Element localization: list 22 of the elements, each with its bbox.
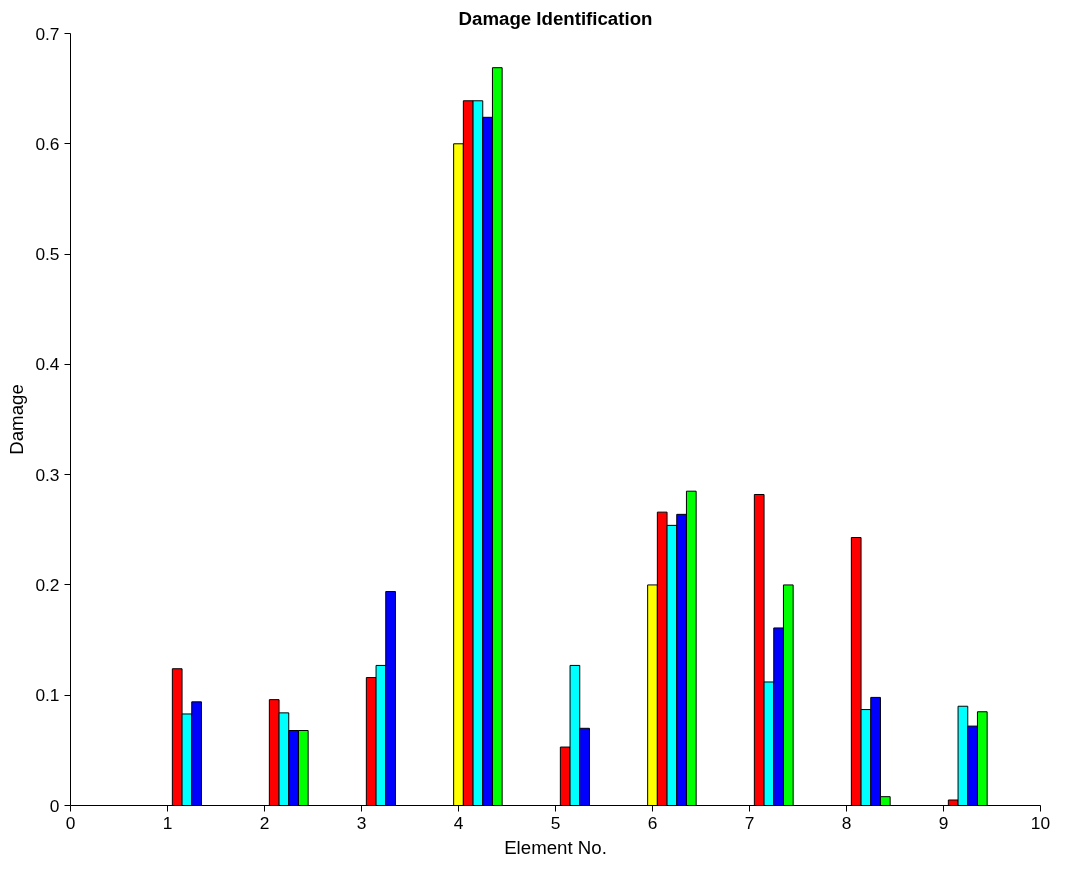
y-tick-label: 0.1 (35, 685, 60, 706)
x-tick-label: 7 (744, 812, 755, 833)
chart-title: Damage Identification (458, 7, 653, 29)
x-tick-label: 1 (162, 812, 173, 833)
y-tick-label: 0.6 (35, 133, 60, 154)
y-tick-label: 0.4 (35, 354, 60, 375)
y-tick-label: 0.2 (35, 574, 60, 595)
x-tick-label: 4 (453, 812, 464, 833)
x-tick-label: 0 (65, 812, 76, 833)
x-tick-label: 9 (938, 812, 949, 833)
y-tick-label: 0.7 (35, 23, 60, 44)
x-tick-label: 6 (647, 812, 658, 833)
x-axis-title: Element No. (504, 836, 607, 858)
x-tick-label: 2 (259, 812, 270, 833)
y-tick-label: 0.3 (35, 464, 60, 485)
y-tick-label: 0.5 (35, 244, 60, 265)
x-tick-label: 10 (1030, 812, 1051, 833)
x-tick-label: 3 (356, 812, 367, 833)
y-tick-label: 0 (49, 795, 60, 816)
x-tick-label: 8 (841, 812, 852, 833)
x-tick-label: 5 (550, 812, 561, 833)
y-axis-title: Damage (6, 384, 28, 455)
